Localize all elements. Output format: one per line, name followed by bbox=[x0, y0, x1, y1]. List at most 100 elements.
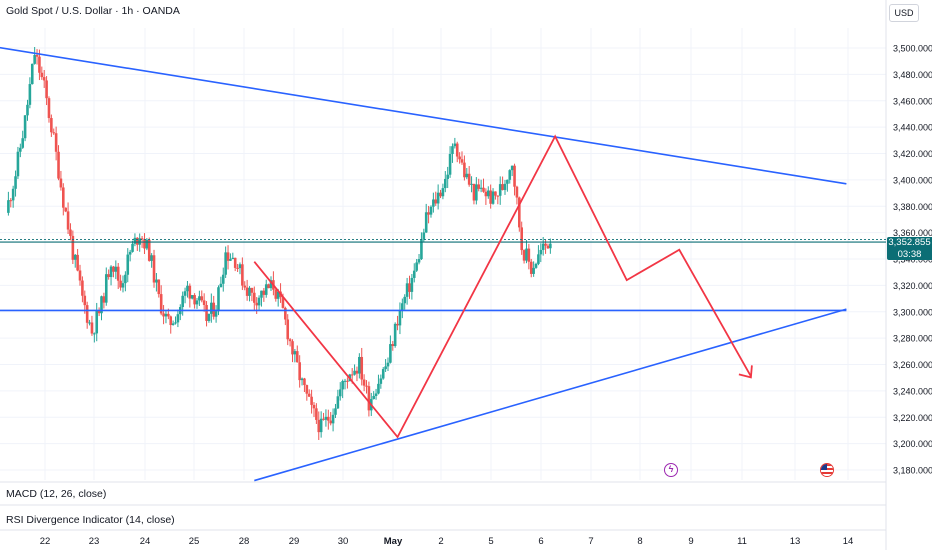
y-tick-label: 3,420.000 bbox=[893, 149, 932, 159]
candle-body bbox=[248, 287, 251, 296]
candle-body bbox=[200, 296, 204, 301]
y-tick-label: 3,300.000 bbox=[893, 307, 932, 317]
candle-body bbox=[315, 408, 318, 420]
candle-body bbox=[126, 254, 130, 275]
y-tick-label: 3,320.000 bbox=[893, 281, 932, 291]
candle-body bbox=[186, 285, 189, 292]
candle-body bbox=[136, 237, 139, 245]
candle-body bbox=[362, 379, 366, 386]
drawings[interactable] bbox=[0, 44, 886, 482]
x-tick-label: 24 bbox=[140, 536, 151, 547]
candle-body bbox=[229, 259, 232, 261]
candle-body bbox=[245, 287, 249, 296]
candle-body bbox=[441, 188, 445, 197]
candle-body bbox=[155, 279, 158, 283]
candle-body bbox=[73, 254, 77, 260]
candle-body bbox=[439, 192, 442, 197]
candle-body bbox=[140, 238, 144, 240]
candle-body bbox=[26, 104, 29, 116]
candle-body bbox=[233, 257, 237, 268]
candle-body bbox=[372, 395, 375, 400]
candle-body bbox=[446, 174, 449, 179]
candle-body bbox=[546, 245, 550, 249]
candle-body bbox=[432, 199, 435, 207]
candle-body bbox=[238, 264, 242, 269]
candle-body bbox=[69, 229, 72, 236]
candle-body bbox=[207, 313, 211, 321]
candle-body bbox=[66, 211, 70, 230]
y-tick-label: 3,500.000 bbox=[893, 44, 932, 54]
candle-body bbox=[324, 416, 328, 420]
rsi-indicator-label[interactable]: RSI Divergence Indicator (14, close) bbox=[6, 514, 175, 526]
axes: 3,180.000 3,200.000 3,220.000 3,240.000 3,26… bbox=[40, 44, 932, 548]
candle-body bbox=[465, 173, 469, 178]
candle-body bbox=[145, 239, 149, 249]
candle-body bbox=[162, 313, 165, 317]
candle-body bbox=[494, 191, 497, 196]
candle-body bbox=[116, 266, 120, 281]
candle-body bbox=[35, 54, 39, 57]
candle-body bbox=[219, 283, 223, 288]
us-flag-event-icon[interactable] bbox=[820, 463, 834, 477]
candle-body bbox=[88, 322, 91, 324]
candle-body bbox=[532, 267, 535, 274]
candle-body bbox=[506, 179, 509, 184]
candle-body bbox=[401, 303, 404, 311]
candle-body bbox=[529, 261, 533, 274]
candle-body bbox=[54, 133, 58, 152]
x-tick-label: 6 bbox=[538, 536, 543, 547]
candle-body bbox=[157, 279, 161, 295]
candle-body bbox=[253, 292, 256, 303]
candle-body bbox=[508, 170, 512, 180]
candle-body bbox=[312, 404, 316, 409]
candle-body bbox=[109, 266, 113, 278]
y-tick-label: 3,240.000 bbox=[893, 386, 932, 396]
x-tick-label: 8 bbox=[637, 536, 642, 547]
candle-body bbox=[176, 314, 180, 323]
candle-body bbox=[78, 270, 82, 281]
candle-body bbox=[250, 287, 254, 293]
candle-body bbox=[377, 383, 380, 394]
candle-body bbox=[420, 239, 423, 260]
candle-body bbox=[427, 212, 430, 215]
x-tick-label: 22 bbox=[40, 536, 51, 547]
currency-button[interactable]: USD bbox=[889, 4, 919, 22]
candle-body bbox=[174, 322, 177, 324]
y-tick-label: 3,220.000 bbox=[893, 413, 932, 423]
candle-body bbox=[62, 187, 65, 208]
candle-body bbox=[393, 323, 397, 347]
candle-body bbox=[171, 323, 175, 326]
candle-body bbox=[281, 297, 285, 308]
x-tick-label: May bbox=[384, 536, 403, 547]
candle-body bbox=[365, 385, 368, 387]
candle-body bbox=[305, 385, 309, 394]
trendline bbox=[0, 46, 847, 185]
candle-body bbox=[71, 235, 75, 260]
candle-body bbox=[95, 310, 99, 334]
candle-body bbox=[353, 370, 356, 375]
lightning-event-icon[interactable]: ϟ bbox=[664, 463, 678, 477]
candle-body bbox=[28, 84, 32, 105]
candle-body bbox=[307, 393, 311, 397]
x-tick-label: 28 bbox=[239, 536, 250, 547]
candle-body bbox=[444, 178, 447, 189]
candle-body bbox=[482, 187, 485, 192]
candle-body bbox=[537, 254, 540, 264]
symbol-title[interactable]: Gold Spot / U.S. Dollar · 1h · OANDA bbox=[6, 5, 180, 17]
candle-body bbox=[491, 191, 495, 204]
candle-body bbox=[336, 396, 340, 409]
candle-body bbox=[322, 418, 325, 420]
candle-body bbox=[226, 252, 230, 261]
x-tick-label: 29 bbox=[289, 536, 300, 547]
candle-body bbox=[85, 305, 89, 323]
y-tick-label: 3,260.000 bbox=[893, 360, 932, 370]
candle-body bbox=[257, 297, 261, 306]
candle-body bbox=[81, 280, 84, 296]
macd-indicator-label[interactable]: MACD (12, 26, close) bbox=[6, 488, 107, 500]
candle-body bbox=[102, 296, 106, 303]
candle-body bbox=[374, 393, 378, 396]
candle-body bbox=[470, 183, 473, 185]
candle-body bbox=[47, 98, 51, 119]
candle-body bbox=[429, 206, 433, 215]
